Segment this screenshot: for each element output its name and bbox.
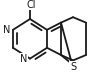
Text: N: N xyxy=(20,54,28,64)
Text: Cl: Cl xyxy=(26,0,36,10)
Text: N: N xyxy=(3,25,11,35)
Text: S: S xyxy=(70,62,76,72)
